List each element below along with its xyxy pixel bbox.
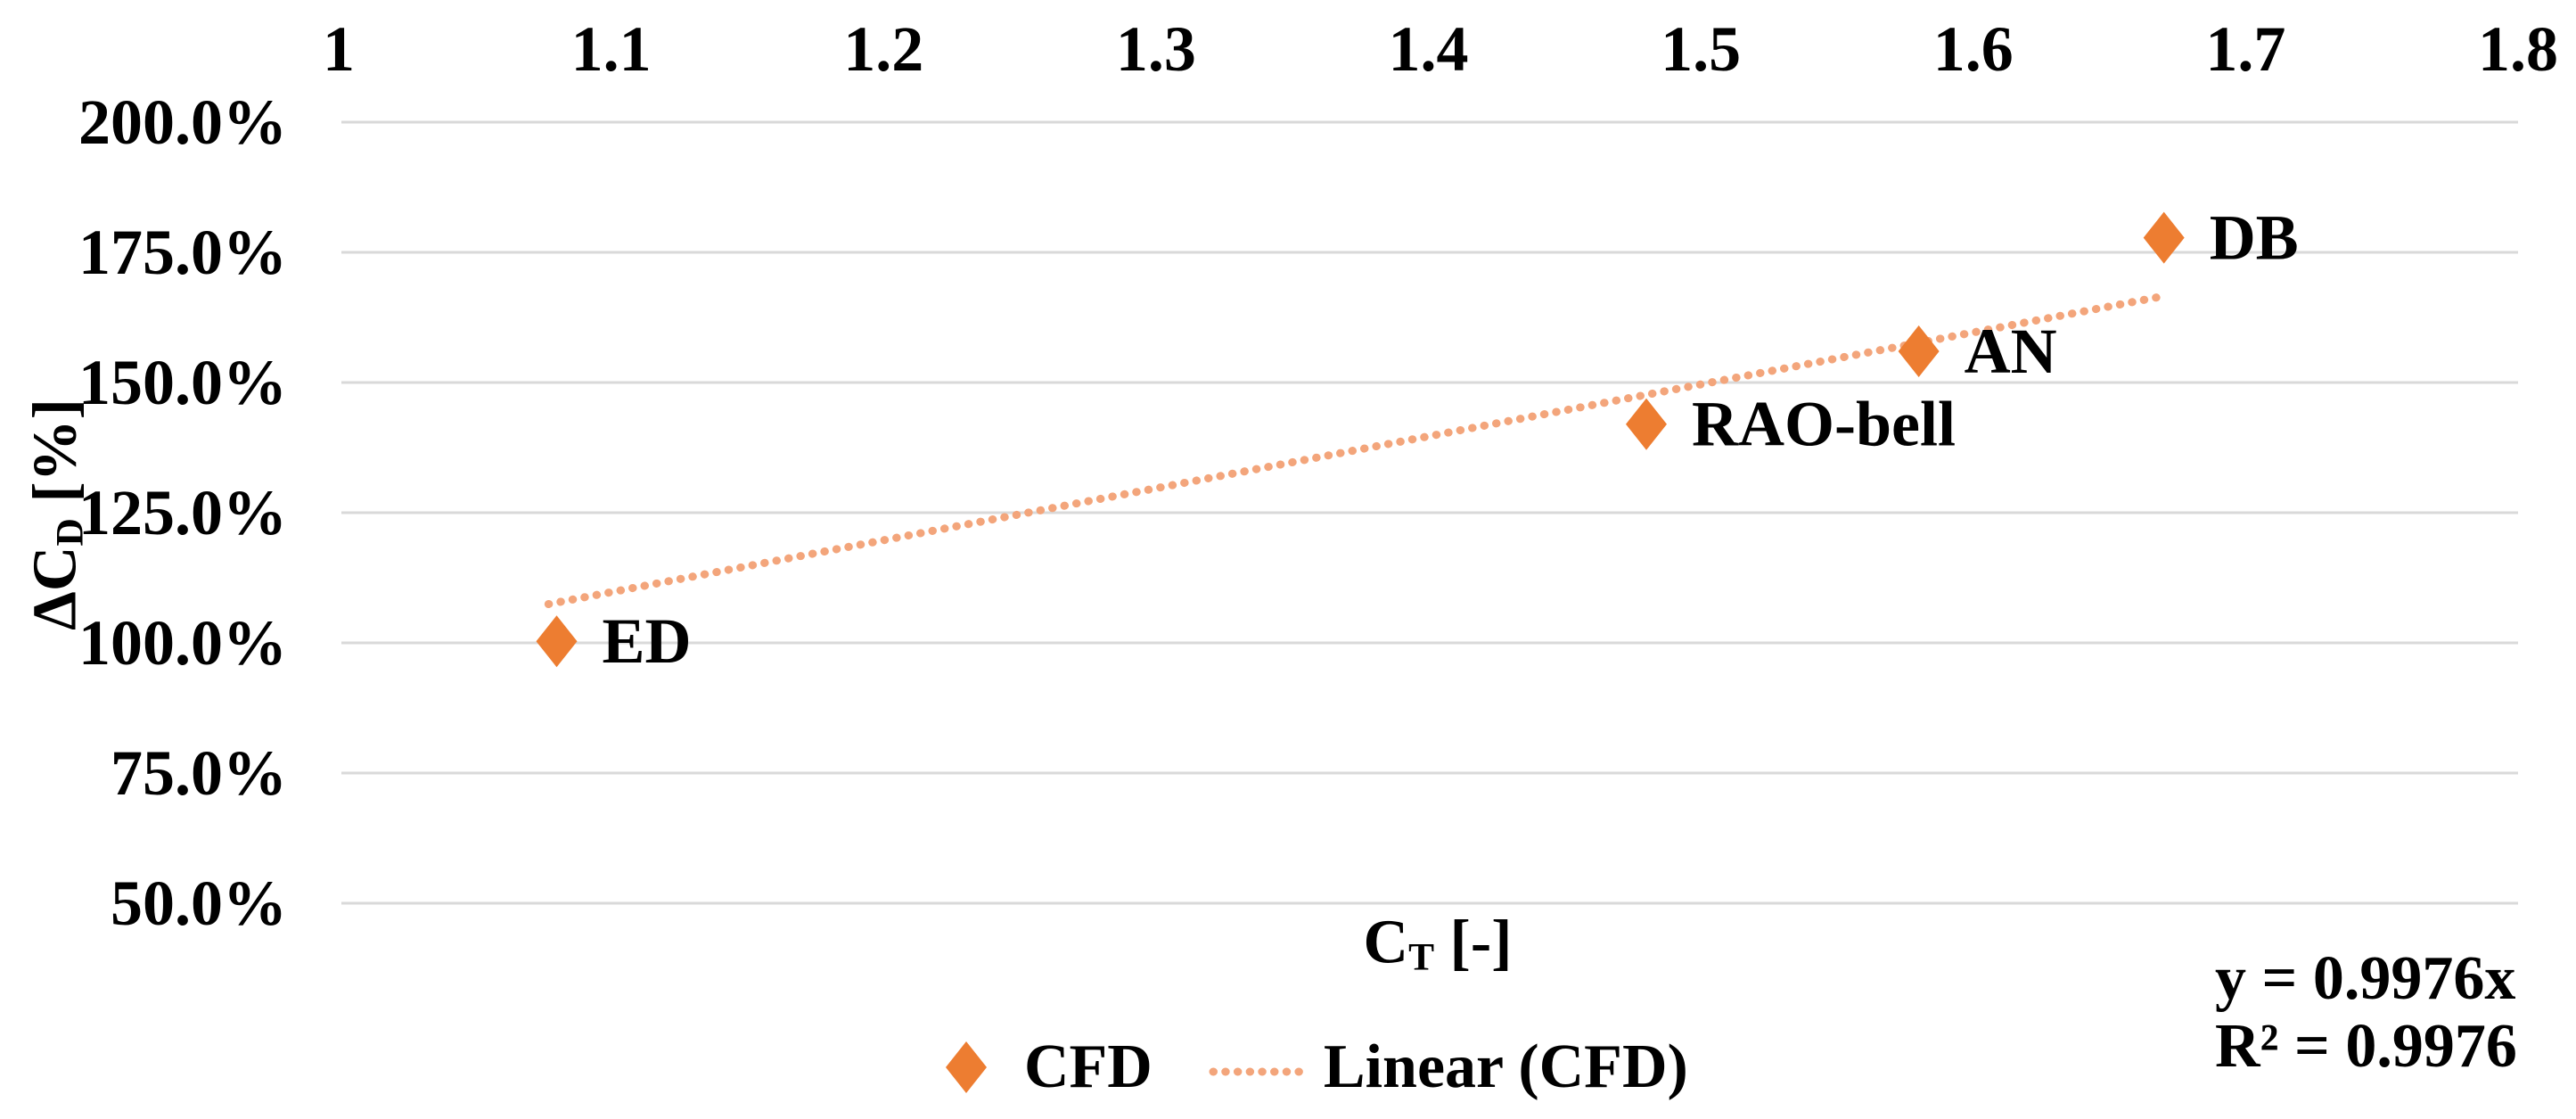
y-tick-label-125: 125.0%	[78, 477, 287, 548]
r-squared-line: R² = 0.9976	[2215, 1012, 2517, 1082]
legend-label-cfd: CFD	[1024, 1033, 1153, 1101]
data-point-ed	[536, 615, 578, 668]
x-tick-label-1.5: 1.5	[1661, 13, 1741, 85]
x-tick-label-1.3: 1.3	[1116, 13, 1196, 85]
x-tick-label-1.6: 1.6	[1933, 13, 2014, 85]
data-point-label-rao-bell: RAO-bell	[1692, 389, 1956, 460]
x-tick-label-1.1: 1.1	[571, 13, 652, 85]
y-tick-label-150: 150.0%	[78, 347, 287, 418]
y-tick-label-175: 175.0%	[78, 217, 287, 288]
x-tick-label-1.4: 1.4	[1389, 13, 1469, 85]
legend-label-linear: Linear (CFD)	[1323, 1033, 1688, 1101]
legend-diamond-icon	[946, 1041, 987, 1093]
y-axis-title-text: ΔC	[21, 546, 90, 630]
y-axis-title-subscript: D	[48, 518, 92, 547]
data-point-rao-bell	[1626, 398, 1667, 450]
x-axis-title-subscript: T	[1408, 935, 1435, 979]
equation-line: y = 0.9976x	[2215, 944, 2516, 1013]
data-point-an	[1898, 325, 1940, 377]
x-tick-label-1.7: 1.7	[2205, 13, 2285, 85]
x-tick-label-1.8: 1.8	[2478, 13, 2558, 85]
legend-dotted-line-icon	[1208, 1057, 1313, 1077]
y-tick-label-75: 75.0%	[111, 737, 287, 809]
y-tick-label-50: 50.0%	[111, 868, 287, 939]
x-axis-title: CT [-]	[1364, 908, 1513, 980]
y-tick-label-200: 200.0%	[78, 86, 287, 158]
trendline-equation: y = 0.9976x R² = 0.9976	[2215, 944, 2517, 1082]
y-axis-title: ΔCD [%]	[21, 399, 93, 630]
legend: CFD Linear (CFD)	[946, 1032, 1688, 1103]
x-axis-title-text: C	[1363, 908, 1409, 977]
y-tick-label-100: 100.0%	[78, 607, 287, 679]
y-axis-title-unit: [%]	[21, 399, 90, 519]
data-point-label-ed: ED	[603, 605, 692, 677]
data-point-label-db: DB	[2210, 202, 2299, 274]
x-tick-label-1: 1	[323, 13, 355, 85]
data-point-label-an: AN	[1965, 316, 2057, 387]
data-point-db	[2143, 211, 2185, 264]
x-tick-label-1.2: 1.2	[843, 13, 923, 85]
x-axis-title-unit: [-]	[1434, 908, 1513, 977]
